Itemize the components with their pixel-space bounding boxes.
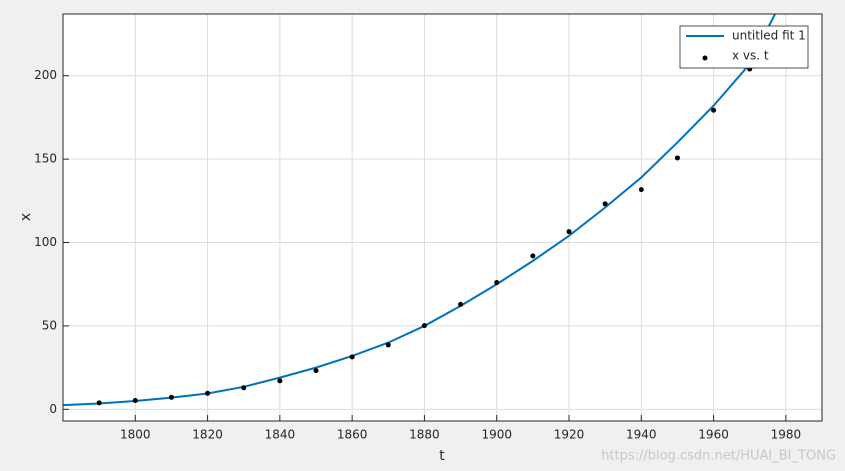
y-tick-label: 100 (34, 235, 57, 249)
legend-label: x vs. t (732, 49, 769, 63)
data-point (602, 201, 608, 207)
x-tick-label: 1960 (698, 428, 729, 442)
data-point (638, 187, 644, 193)
x-tick-label: 1920 (554, 428, 585, 442)
y-tick-label: 150 (34, 152, 57, 166)
x-tick-label: 1800 (120, 428, 151, 442)
data-point (385, 342, 391, 348)
data-point (566, 229, 572, 235)
legend-box (679, 25, 809, 69)
x-tick-label: 1880 (409, 428, 440, 442)
y-axis-label: x (18, 213, 34, 221)
data-point (313, 368, 319, 374)
x-axis-label: t (439, 448, 445, 464)
axes-box (62, 13, 823, 422)
data-point (421, 323, 427, 329)
data-point (349, 354, 355, 360)
data-point (458, 301, 464, 307)
x-tick-label: 1820 (192, 428, 223, 442)
x-tick-label: 1840 (265, 428, 296, 442)
y-tick-label: 0 (49, 402, 57, 416)
watermark: https://blog.csdn.net/HUAI_BI_TONG (601, 449, 836, 464)
data-point (711, 107, 717, 113)
y-tick-label: 200 (34, 68, 57, 82)
data-point (241, 385, 247, 391)
data-point (277, 378, 283, 384)
data-point (530, 253, 536, 259)
x-tick-label: 1860 (337, 428, 368, 442)
data-point (168, 394, 174, 400)
x-tick-label: 1900 (481, 428, 512, 442)
legend-label: untitled fit 1 (732, 29, 806, 43)
data-point (674, 155, 680, 161)
x-tick-label: 1980 (771, 428, 802, 442)
data-point (132, 397, 138, 403)
y-tick-label: 50 (42, 318, 57, 332)
data-point (494, 280, 500, 286)
data-point (96, 400, 102, 406)
data-point (205, 390, 211, 396)
plot-area (63, 14, 822, 421)
x-tick-label: 1940 (626, 428, 657, 442)
legend-swatch (702, 55, 708, 61)
